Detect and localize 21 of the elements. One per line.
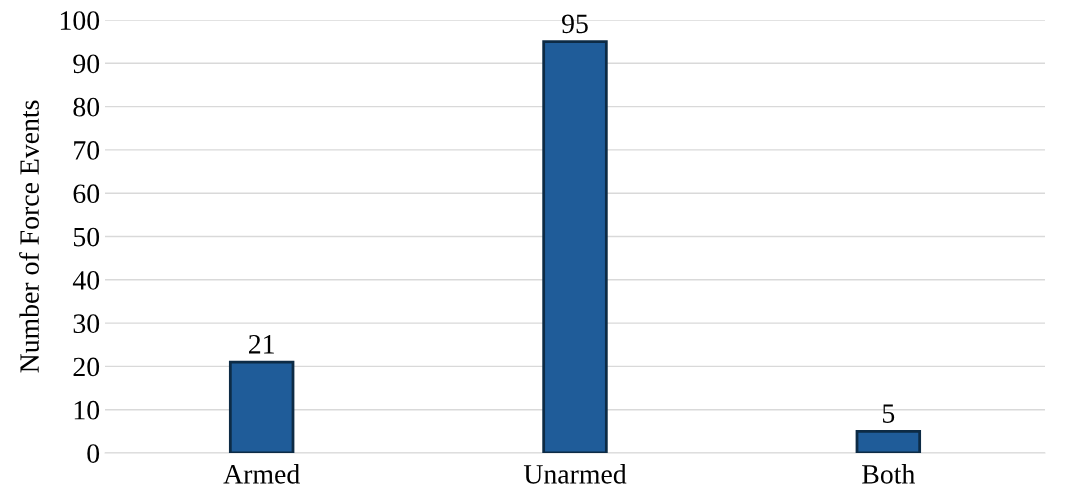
x-tick-label: Unarmed xyxy=(523,464,627,484)
y-axis-title: Number of Force Events xyxy=(19,100,39,373)
y-tick-label: 20 xyxy=(73,357,100,377)
y-tick-label: 100 xyxy=(60,11,100,30)
x-tick-label: Armed xyxy=(223,464,300,484)
y-tick-label: 80 xyxy=(73,97,100,117)
bar xyxy=(542,40,608,453)
bar xyxy=(228,360,295,453)
y-tick-label: 90 xyxy=(73,54,100,74)
data-label: 5 xyxy=(883,404,895,423)
bar xyxy=(855,429,922,453)
y-tick-label: 10 xyxy=(74,400,100,420)
y-tick-label: 30 xyxy=(73,314,100,334)
y-tick-label: 70 xyxy=(74,141,100,160)
y-tick-label: 0 xyxy=(87,444,100,463)
y-tick-label: 60 xyxy=(73,184,100,204)
x-tick-label: Both xyxy=(862,464,915,484)
y-tick-label: 40 xyxy=(72,270,100,290)
data-label: 21 xyxy=(249,334,274,354)
y-tick-label: 50 xyxy=(73,227,100,247)
data-label: 95 xyxy=(562,14,588,34)
